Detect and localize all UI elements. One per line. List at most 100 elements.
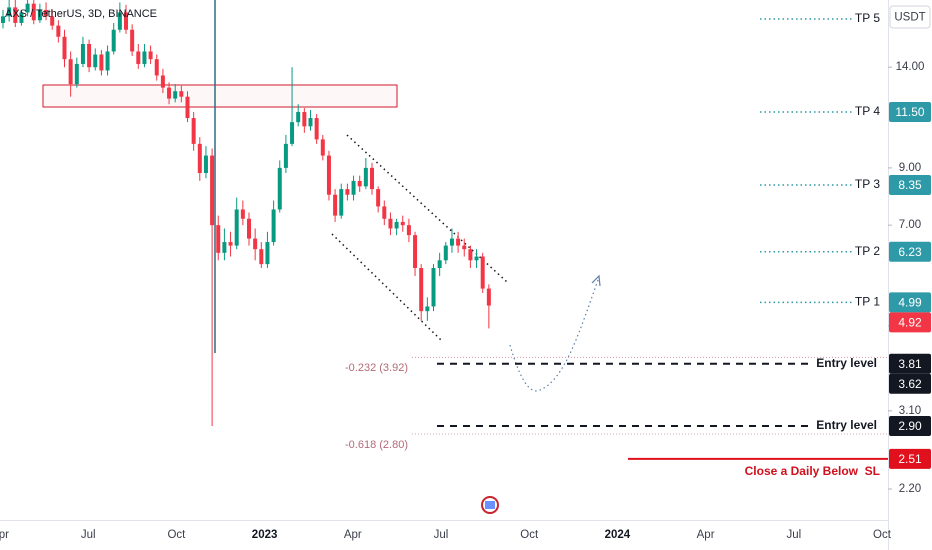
candle-body: [130, 29, 135, 52]
candle-body: [210, 155, 215, 226]
candle-body: [413, 235, 418, 269]
candle-body: [302, 112, 307, 127]
candle-body: [240, 209, 245, 219]
candle-body: [93, 54, 98, 68]
target-label: TP 1: [855, 294, 880, 308]
projection-path: [509, 279, 599, 392]
candle-body: [1, 16, 5, 23]
entry-label: Entry level: [816, 418, 877, 432]
candle-body: [382, 206, 387, 219]
candle-body: [185, 96, 190, 119]
candle-body: [142, 51, 147, 64]
price-box-label: 11.50: [895, 105, 924, 119]
candle-body: [68, 59, 73, 85]
y-tick-label: 2.20: [899, 483, 921, 495]
candle-body: [277, 167, 282, 210]
currency: USDT: [894, 12, 925, 24]
candle-body: [388, 218, 393, 229]
candle-body: [234, 209, 239, 246]
candle-body: [203, 155, 208, 174]
target-label: TP 5: [855, 11, 880, 25]
candle-body: [468, 249, 473, 261]
candle-body: [339, 189, 344, 216]
candle-body: [326, 155, 331, 195]
candle-body: [179, 91, 184, 97]
stop-label: Close a Daily Below SL: [745, 464, 880, 478]
candle-body: [105, 51, 110, 71]
candle-body: [160, 75, 165, 88]
price-box: [889, 292, 931, 313]
candle-body: [228, 242, 233, 246]
candle-body: [363, 167, 368, 187]
candle-body: [271, 209, 276, 243]
x-tick-label: Jul: [786, 529, 801, 541]
x-tick-label: Oct: [167, 529, 186, 541]
candle-body: [400, 221, 405, 226]
candle-body: [87, 43, 92, 68]
candle-body: [31, 3, 36, 21]
price-box: [889, 416, 931, 437]
fib-label: -0.232 (3.92): [345, 362, 408, 374]
chart-title: AXS / TetherUS, 3D, BINANCE: [5, 8, 157, 20]
price-box-label: 4.92: [898, 315, 922, 329]
projection-arrow: [591, 274, 601, 287]
candles: [1, 0, 491, 427]
candle-body: [376, 189, 381, 207]
candle-body: [154, 59, 159, 76]
candle-body: [50, 16, 55, 26]
fib-label: -0.618 (2.80): [345, 439, 408, 451]
candle-body: [117, 12, 122, 30]
candle-body: [290, 122, 295, 144]
price-box: [889, 174, 931, 195]
price-box-label: 4.99: [898, 295, 922, 309]
annotations: 14.009.007.004.503.102.20AprJulOct2023Ap…: [0, 11, 931, 541]
channel-upper: [346, 134, 508, 283]
price-box-label: 8.35: [898, 178, 922, 192]
x-tick-label: Oct: [873, 529, 892, 541]
candle-body: [370, 167, 374, 190]
candle-body: [474, 256, 479, 261]
candle-body: [480, 256, 485, 289]
price-box-label: 3.81: [898, 357, 922, 371]
candle-body: [216, 225, 221, 253]
candle-body: [247, 218, 251, 239]
candle-body: [259, 249, 264, 265]
candle-body: [456, 238, 461, 246]
candle-body: [191, 118, 196, 144]
target-label: TP 3: [855, 177, 880, 191]
candle-body: [253, 238, 258, 250]
price-box: [889, 241, 931, 262]
candle-body: [44, 9, 49, 17]
candle-body: [425, 306, 430, 312]
candle-body: [394, 221, 399, 229]
candle-body: [449, 238, 454, 246]
candle-body: [25, 3, 30, 13]
candle-body: [345, 189, 350, 195]
candle-body: [222, 242, 227, 253]
candle-body: [173, 91, 178, 99]
candle-body: [308, 118, 313, 127]
candle-body: [62, 36, 67, 60]
price-box: [889, 448, 931, 469]
candle-body: [462, 245, 467, 250]
candle-body: [265, 242, 270, 265]
y-tick-label: 7.00: [899, 219, 921, 231]
candle-body: [296, 112, 301, 123]
candle-body: [111, 29, 116, 52]
x-tick-label: 2024: [605, 529, 631, 541]
candle-body: [333, 194, 338, 216]
candle-body: [136, 51, 141, 64]
candle-body: [443, 245, 448, 261]
candle-body: [80, 43, 85, 64]
x-tick-label: Jul: [434, 529, 449, 541]
candle-body: [314, 118, 319, 140]
candle-body: [19, 12, 24, 23]
candle-body: [99, 54, 104, 71]
price-box: [889, 373, 931, 394]
y-tick-label: 3.10: [899, 405, 921, 417]
candle-body: [406, 225, 411, 236]
candle-body: [37, 9, 42, 21]
currency-box[interactable]: [889, 5, 931, 29]
target-label: TP 2: [855, 244, 880, 258]
